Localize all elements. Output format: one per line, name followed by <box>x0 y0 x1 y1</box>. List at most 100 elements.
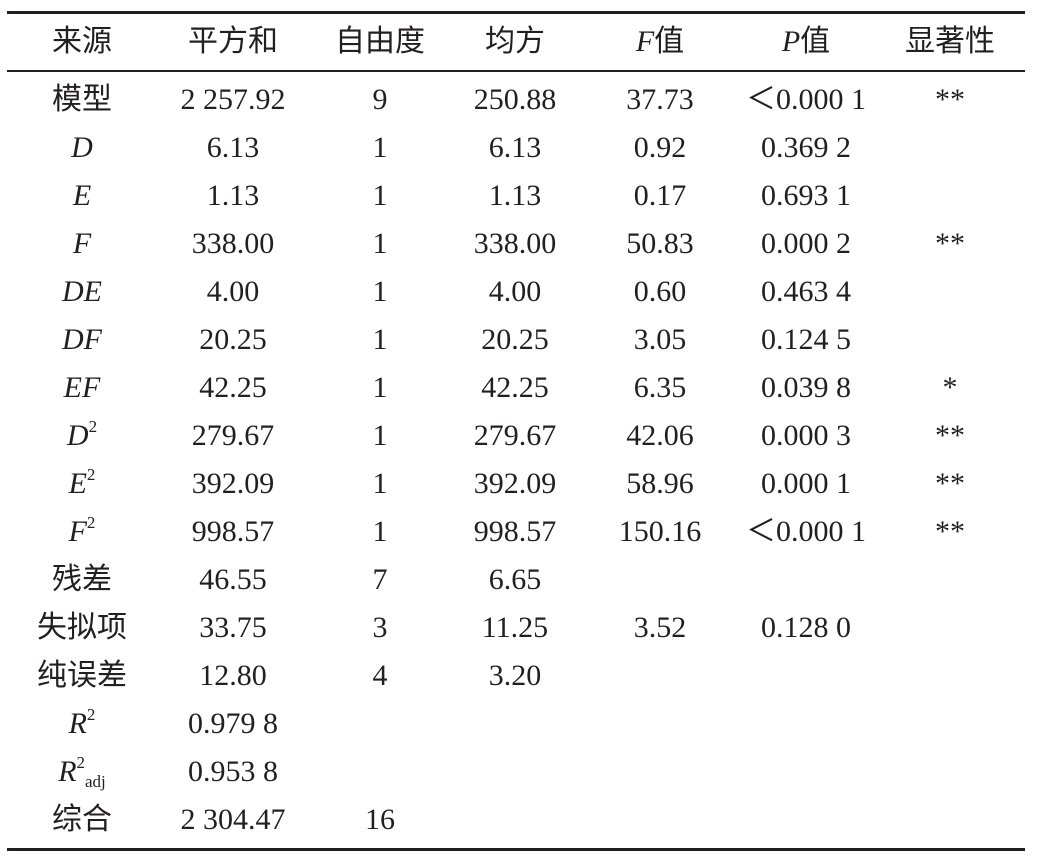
variable: F <box>635 25 655 58</box>
row-label: 综合 <box>52 803 112 836</box>
data-cell: 6.13 <box>488 131 542 164</box>
data-cell: 1 <box>372 275 388 308</box>
data-cell: 338.00 <box>473 227 557 260</box>
data-cell: 20.25 <box>481 323 549 356</box>
data-cell: 279.67 <box>191 419 275 452</box>
row-label: 残差 <box>52 563 112 596</box>
variable: E <box>68 467 87 500</box>
data-cell: ** <box>935 227 965 260</box>
data-cell: 0.000 3 <box>761 419 851 452</box>
top-rule <box>7 11 1025 14</box>
data-cell: 0.463 4 <box>761 275 851 308</box>
data-cell: 0.000 2 <box>761 227 851 260</box>
data-cell: 7 <box>372 563 388 596</box>
data-cell: 0.693 1 <box>761 179 851 212</box>
header-cell: P值 <box>731 22 881 62</box>
row-label: E <box>7 176 157 216</box>
data-cell: 279.67 <box>473 419 557 452</box>
data-cell: 6.13 <box>206 131 260 164</box>
data-cell: 1 <box>372 515 388 548</box>
row-label: F2 <box>7 512 157 552</box>
data-cell: 0.92 <box>633 131 687 164</box>
data-cell: 0.979 8 <box>188 707 278 740</box>
row-label: DF <box>7 320 157 360</box>
data-cell: 1 <box>372 179 388 212</box>
variable: R <box>68 707 87 740</box>
data-cell: 3.20 <box>488 659 542 692</box>
data-cell: 4.00 <box>488 275 542 308</box>
header-cell: 平方和 <box>188 25 278 58</box>
data-cell: ＜0.000 1 <box>746 83 866 116</box>
data-cell: 392.09 <box>473 467 557 500</box>
row-label: 失拟项 <box>37 611 127 644</box>
header-cell: 自由度 <box>335 25 425 58</box>
data-cell: 2 304.47 <box>180 803 286 836</box>
variable: F <box>68 515 87 548</box>
data-cell: 42.06 <box>626 419 694 452</box>
data-cell: 3.52 <box>633 611 687 644</box>
data-cell: 0.128 0 <box>761 611 851 644</box>
data-cell: 4.00 <box>206 275 260 308</box>
variable: DE <box>62 275 102 308</box>
variable: D <box>66 419 89 452</box>
superscript: 2 <box>88 417 98 436</box>
data-cell: 0.60 <box>633 275 687 308</box>
variable: D <box>71 131 93 164</box>
data-cell: 3 <box>372 611 388 644</box>
data-cell: 0.953 8 <box>188 755 278 788</box>
data-cell: 1 <box>372 131 388 164</box>
data-cell: 33.75 <box>199 611 267 644</box>
data-cell: 16 <box>365 803 395 836</box>
row-label: F <box>7 224 157 264</box>
header-cell: 来源 <box>52 25 112 58</box>
row-label: D2 <box>7 416 157 456</box>
header-cell: 均方 <box>485 25 545 58</box>
data-cell: 0.124 5 <box>761 323 851 356</box>
data-cell: 0.039 8 <box>761 371 851 404</box>
variable: F <box>72 227 92 260</box>
data-cell: 1 <box>372 323 388 356</box>
data-cell: 6.65 <box>488 563 542 596</box>
data-cell: 58.96 <box>626 467 694 500</box>
data-cell: 46.55 <box>199 563 267 596</box>
variable: DF <box>62 323 102 356</box>
row-label: R2 <box>7 704 157 744</box>
data-cell: 4 <box>372 659 388 692</box>
row-label: DE <box>7 272 157 312</box>
variable: E <box>72 179 92 212</box>
bottom-rule <box>7 848 1025 851</box>
data-cell: ** <box>935 419 965 452</box>
data-cell: 0.17 <box>633 179 687 212</box>
data-cell: 338.00 <box>191 227 275 260</box>
data-cell: 1.13 <box>206 179 260 212</box>
data-cell: 6.35 <box>633 371 687 404</box>
header-cell: F值 <box>585 22 735 62</box>
data-cell: 50.83 <box>626 227 694 260</box>
data-cell: 392.09 <box>191 467 275 500</box>
data-cell: 42.25 <box>481 371 549 404</box>
row-label: E2 <box>7 464 157 504</box>
data-cell: 998.57 <box>191 515 275 548</box>
data-cell: 150.16 <box>618 515 702 548</box>
subscript: adj <box>85 772 106 791</box>
data-cell: 20.25 <box>199 323 267 356</box>
data-cell: 998.57 <box>473 515 557 548</box>
data-cell: ** <box>935 515 965 548</box>
row-label: R2adj <box>7 752 157 792</box>
superscript: 2 <box>86 705 96 724</box>
data-cell: ＜0.000 1 <box>746 515 866 548</box>
data-cell: ** <box>935 467 965 500</box>
superscript: 2 <box>86 465 96 484</box>
data-cell: 1.13 <box>488 179 542 212</box>
data-cell: 12.80 <box>199 659 267 692</box>
data-cell: 1 <box>372 419 388 452</box>
data-cell: * <box>942 371 958 404</box>
superscript: 2 <box>76 753 86 772</box>
data-cell: 0.000 1 <box>761 467 851 500</box>
data-cell: 0.369 2 <box>761 131 851 164</box>
data-cell: 1 <box>372 227 388 260</box>
data-cell: 37.73 <box>626 83 694 116</box>
superscript: 2 <box>86 513 96 532</box>
data-cell: ** <box>935 83 965 116</box>
